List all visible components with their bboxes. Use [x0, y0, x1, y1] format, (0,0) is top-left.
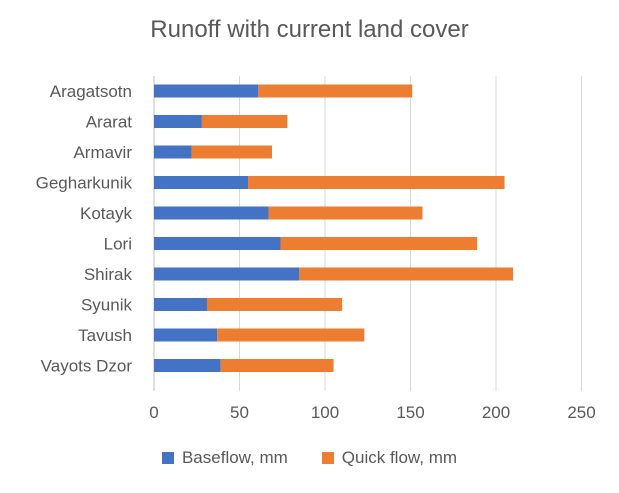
bar-baseflow-kotayk	[154, 206, 269, 220]
bar-baseflow-lori	[154, 237, 281, 250]
bar-baseflow-ararat	[154, 115, 202, 128]
y-tick-label-shirak: Shirak	[84, 265, 133, 284]
y-tick-label-tavush: Tavush	[78, 326, 132, 345]
y-tick-label-lori: Lori	[104, 235, 132, 254]
y-tick-label-kotayk: Kotayk	[80, 204, 132, 223]
legend-label-quick-flow: Quick flow, mm	[341, 448, 458, 467]
x-tick-label-100: 100	[311, 403, 339, 422]
chart-title: Runoff with current land cover	[150, 16, 469, 43]
legend-item-quick-flow: Quick flow, mm	[321, 448, 458, 468]
bar-quick-flow-aragatsotn	[258, 84, 413, 98]
bar-quick-flow-armavir	[191, 145, 272, 159]
bar-quick-flow-tavush	[217, 328, 365, 342]
legend-swatch-quick-flow	[321, 452, 334, 464]
legend: Baseflow, mm Quick flow, mm	[0, 448, 619, 468]
bar-baseflow-armavir	[154, 145, 192, 159]
bar-quick-flow-ararat	[201, 115, 288, 128]
bar-baseflow-tavush	[154, 328, 218, 342]
x-tick-label-250: 250	[567, 403, 595, 422]
legend-label-baseflow: Baseflow, mm	[181, 448, 288, 467]
y-tick-label-vayots-dzor: Vayots Dzor	[41, 357, 133, 376]
x-tick-label-50: 50	[230, 403, 249, 422]
legend-item-baseflow: Baseflow, mm	[161, 448, 288, 468]
bar-quick-flow-shirak	[299, 267, 514, 281]
y-tick-label-ararat: Ararat	[86, 113, 133, 132]
y-tick-label-aragatsotn: Aragatsotn	[50, 82, 132, 101]
y-tick-label-syunik: Syunik	[81, 296, 133, 315]
bar-baseflow-syunik	[154, 298, 208, 311]
x-tick-label-150: 150	[396, 403, 424, 422]
bar-baseflow-shirak	[154, 267, 300, 281]
x-tick-label-200: 200	[482, 403, 510, 422]
bar-quick-flow-gegharkunik	[248, 176, 505, 189]
bar-baseflow-aragatsotn	[154, 84, 259, 98]
legend-swatch-baseflow	[161, 452, 174, 464]
bar-baseflow-vayots-dzor	[154, 359, 221, 372]
y-tick-label-armavir: Armavir	[73, 143, 132, 162]
bar-quick-flow-kotayk	[268, 206, 423, 220]
bar-quick-flow-lori	[280, 237, 478, 250]
bar-quick-flow-syunik	[207, 298, 343, 311]
x-tick-label-0: 0	[149, 403, 158, 422]
bar-baseflow-gegharkunik	[154, 176, 249, 189]
bar-quick-flow-vayots-dzor	[220, 359, 334, 372]
y-tick-label-gegharkunik: Gegharkunik	[36, 174, 133, 193]
